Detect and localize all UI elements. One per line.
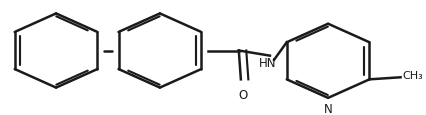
Text: O: O: [238, 88, 248, 101]
Text: N: N: [324, 102, 332, 115]
Text: HN: HN: [259, 57, 276, 70]
Text: CH₃: CH₃: [403, 71, 423, 80]
